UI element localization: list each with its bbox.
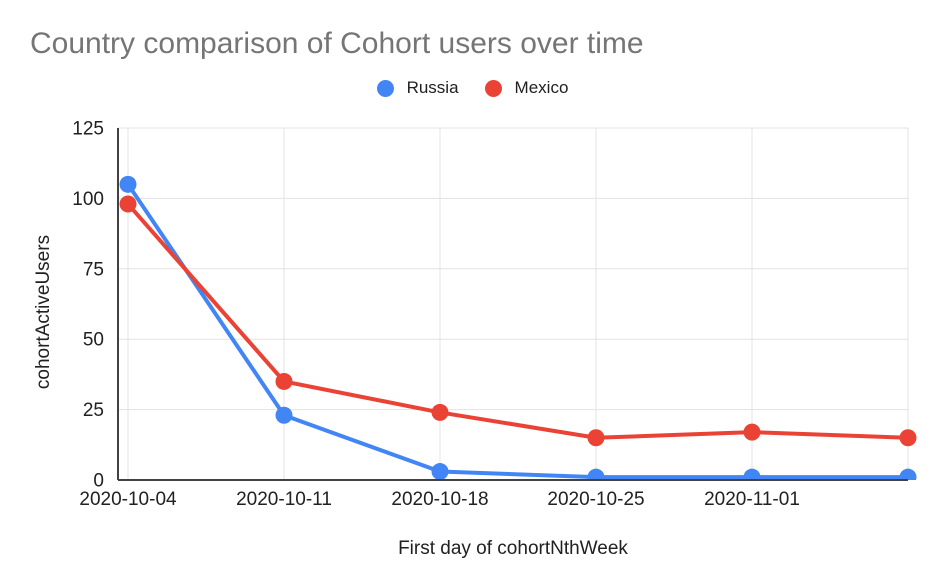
y-axis-title: cohortActiveUsers [33, 234, 54, 390]
svg-text:2020-10-04: 2020-10-04 [79, 489, 177, 510]
legend: Russia Mexico [0, 78, 945, 98]
svg-text:2020-11-01: 2020-11-01 [704, 489, 800, 510]
svg-text:50: 50 [83, 330, 104, 351]
legend-item-mexico: Mexico [484, 78, 569, 98]
legend-item-russia: Russia [376, 78, 459, 98]
svg-text:75: 75 [83, 259, 104, 280]
svg-text:2020-10-18: 2020-10-18 [391, 489, 488, 510]
legend-marker-mexico-icon [484, 79, 502, 97]
legend-label-mexico: Mexico [514, 78, 569, 97]
legend-marker-russia-icon [376, 79, 394, 97]
svg-text:100: 100 [72, 189, 104, 210]
svg-text:25: 25 [83, 400, 104, 421]
svg-text:125: 125 [72, 119, 104, 140]
x-axis-title: First day of cohortNthWeek [398, 538, 628, 559]
svg-text:2020-10-25: 2020-10-25 [547, 489, 644, 510]
chart-title: Country comparison of Cohort users over … [30, 27, 644, 60]
legend-label-russia: Russia [406, 78, 459, 97]
svg-text:2020-10-11: 2020-10-11 [236, 489, 332, 510]
svg-text:0: 0 [93, 471, 104, 492]
